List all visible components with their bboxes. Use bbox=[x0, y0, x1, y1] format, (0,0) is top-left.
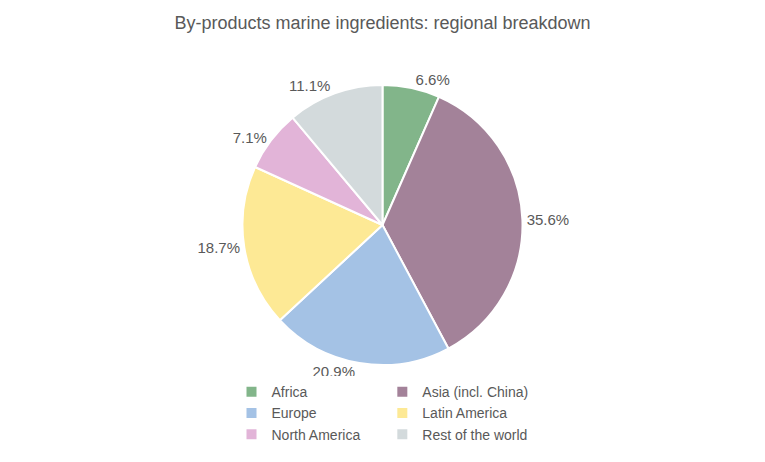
svg-text:Europe: Europe bbox=[272, 405, 317, 421]
svg-text:North America: North America bbox=[272, 427, 361, 443]
svg-text:6.6%: 6.6% bbox=[416, 71, 450, 88]
svg-text:Rest of the world: Rest of the world bbox=[422, 427, 527, 443]
svg-text:Latin America: Latin America bbox=[422, 405, 507, 421]
svg-text:7.1%: 7.1% bbox=[233, 129, 267, 146]
svg-text:35.6%: 35.6% bbox=[527, 211, 570, 228]
svg-text:By-products marine ingredients: By-products marine ingredients: regional… bbox=[174, 13, 590, 33]
svg-text:Africa: Africa bbox=[272, 384, 308, 400]
svg-text:11.1%: 11.1% bbox=[289, 77, 330, 94]
svg-text:Asia (incl. China): Asia (incl. China) bbox=[422, 384, 528, 400]
svg-text:18.7%: 18.7% bbox=[197, 239, 240, 256]
svg-text:20.9%: 20.9% bbox=[312, 362, 355, 380]
